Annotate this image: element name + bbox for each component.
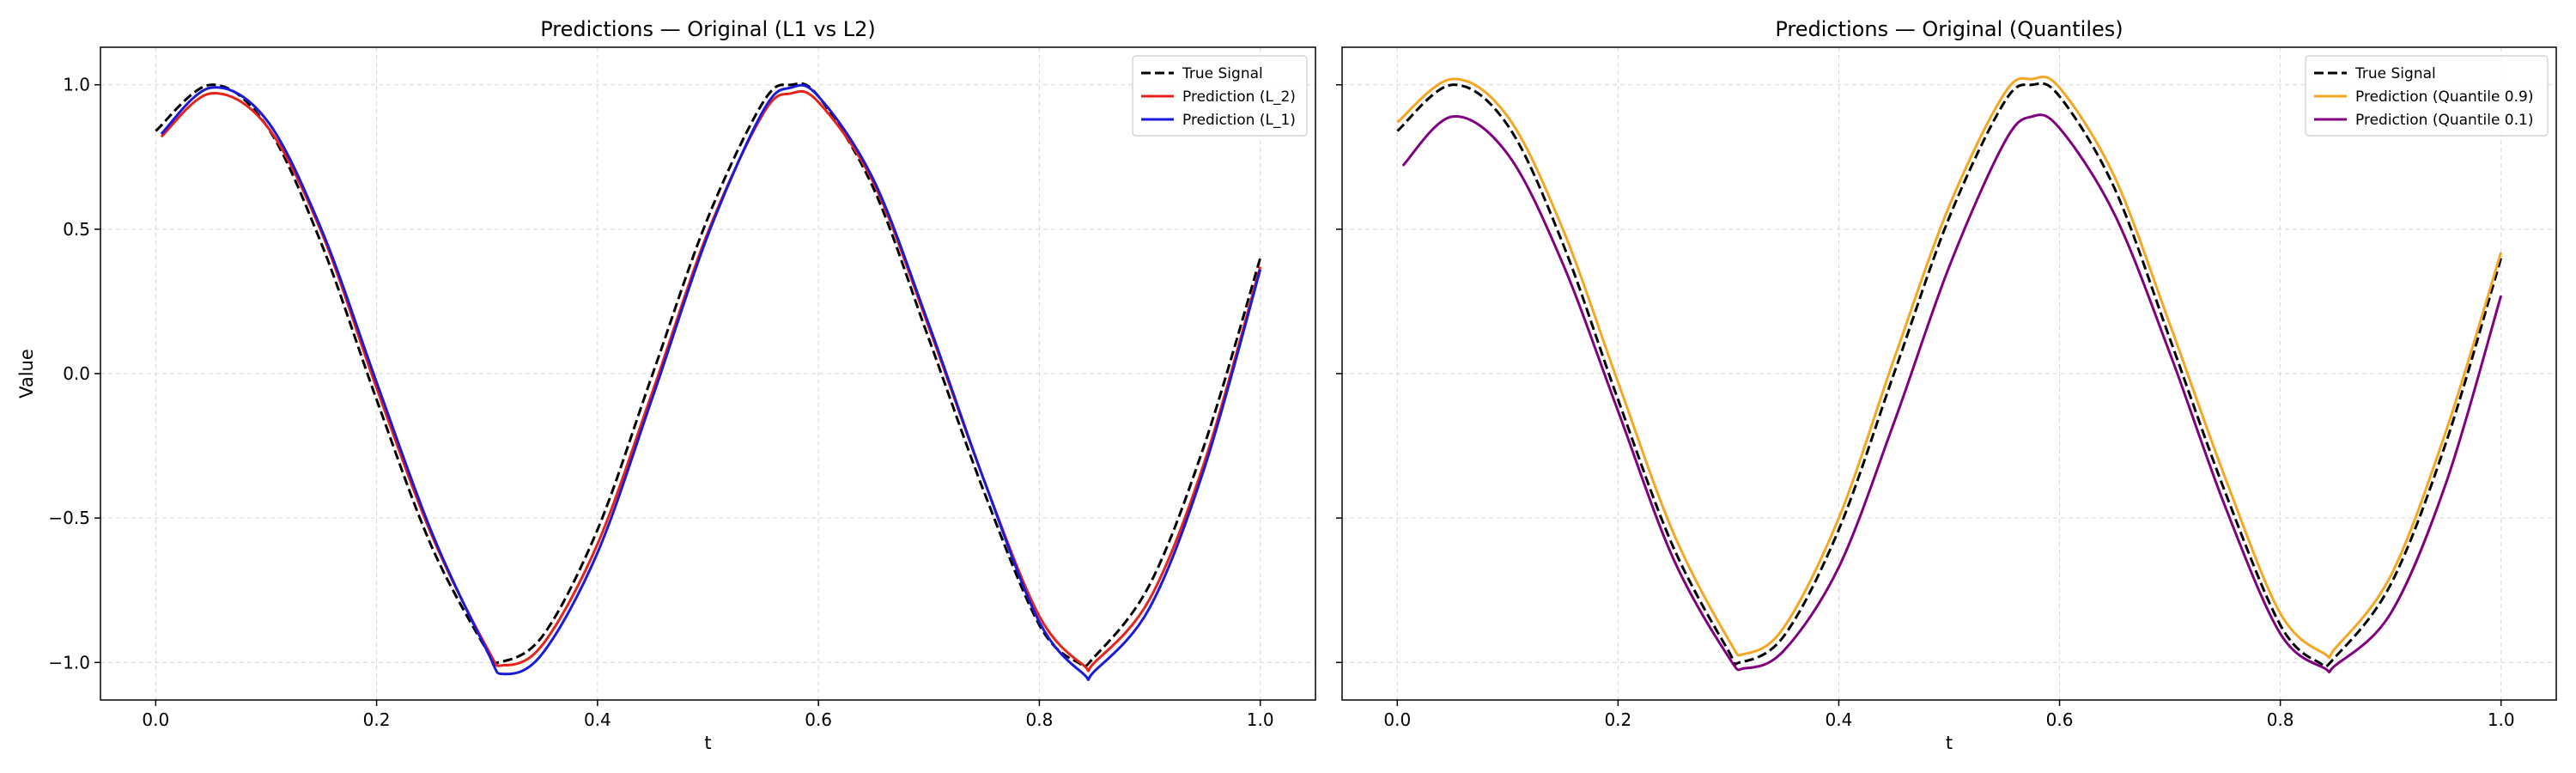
x-tick-label: 0.8 <box>1026 709 1054 730</box>
y-tick-label: 0.0 <box>63 363 90 384</box>
x-axis-label: t <box>1946 733 1953 753</box>
series-line-2 <box>160 89 1262 673</box>
legend-label: Prediction (L_2) <box>1182 88 1296 106</box>
x-tick-label: 0.2 <box>363 709 391 730</box>
x-tick-label: 1.0 <box>2488 709 2515 730</box>
y-axis-label: Value <box>16 349 37 399</box>
y-tick-label: 1.0 <box>63 75 90 95</box>
series-line-1 <box>155 82 1262 668</box>
x-tick-label: 0.0 <box>142 709 169 730</box>
series-line-1 <box>1396 82 2503 668</box>
legend-label: Prediction (L_1) <box>1182 112 1296 129</box>
legend-box <box>1132 55 1308 137</box>
series-line-2 <box>1396 75 2503 660</box>
legend-label: Prediction (Quantile 0.1) <box>2355 112 2533 129</box>
y-tick-label: −0.5 <box>48 508 90 528</box>
chart-title: Predictions — Original (Quantiles) <box>1775 17 2123 41</box>
x-tick-label: 0.6 <box>2046 709 2074 730</box>
chart-panel-2: 0.0 0.2 0.4 0.6 0.8 1.0 Predictions — Original… <box>1336 17 2557 753</box>
plot-frame <box>100 46 1316 701</box>
plot-frame <box>1341 46 2557 701</box>
x-tick-label: 0.4 <box>584 709 611 730</box>
legend: True Signal Prediction (Quantile 0.9) Pred… <box>2305 55 2549 137</box>
chart-panel-1: 0.0 0.2 0.4 0.6 0.8 1.0 1.0 0.5 0.0 −0.5 −1.0 Predi… <box>16 17 1316 753</box>
x-tick-label: 0.4 <box>1826 709 1853 730</box>
series-line-3 <box>1401 113 2503 674</box>
legend-label: Prediction (Quantile 0.9) <box>2355 88 2533 106</box>
x-tick-label: 0.6 <box>805 709 832 730</box>
legend-label: True Signal <box>2354 65 2436 82</box>
y-tick-label: −1.0 <box>48 652 90 673</box>
legend-box <box>2305 55 2549 137</box>
x-tick-label: 0.0 <box>1383 709 1411 730</box>
x-axis-label: t <box>704 733 711 753</box>
chart-title: Predictions — Original (L1 vs L2) <box>540 17 876 41</box>
x-tick-label: 0.2 <box>1604 709 1631 730</box>
legend: True Signal Prediction (L_2) Prediction (L… <box>1132 55 1308 137</box>
series-line-3 <box>160 83 1262 681</box>
x-tick-label: 0.8 <box>2267 709 2294 730</box>
x-tick-label: 1.0 <box>1247 709 1274 730</box>
y-tick-label: 0.5 <box>63 219 90 240</box>
legend-label: True Signal <box>1182 65 1263 82</box>
